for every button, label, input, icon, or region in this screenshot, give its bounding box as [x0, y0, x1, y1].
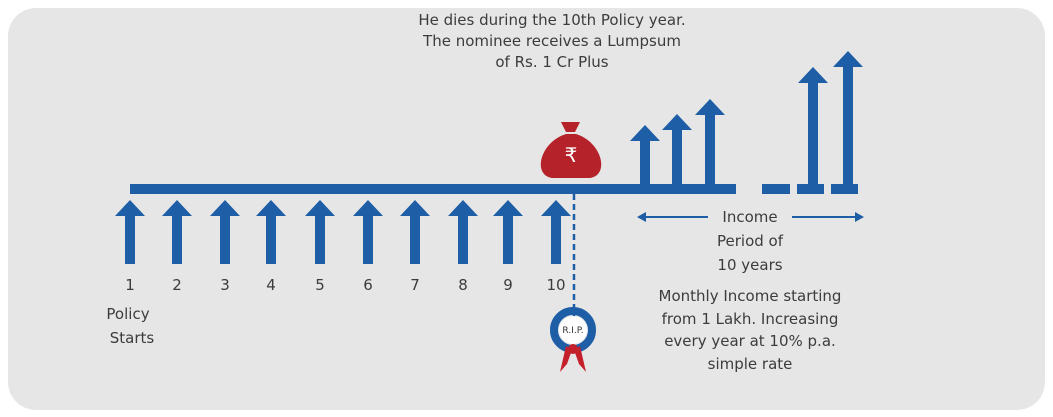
year-label: 3	[220, 276, 230, 294]
premium-arrow	[305, 200, 335, 264]
premium-arrow	[400, 200, 430, 264]
year-label: 9	[503, 276, 513, 294]
income-arrows	[630, 51, 863, 184]
income-period: 10 years	[717, 256, 782, 274]
annotation-line: He dies during the 10th Policy year.	[418, 11, 685, 29]
annotation-line: of Rs. 1 Cr Plus	[495, 53, 608, 71]
year-labels: 1 2 3 4 5 6 7 8 9 10	[125, 276, 565, 294]
premium-arrow	[210, 200, 240, 264]
income-period: Income	[722, 208, 777, 226]
income-note: every year at 10% p.a.	[664, 332, 836, 350]
year-label: 1	[125, 276, 135, 294]
year-label: 10	[546, 276, 565, 294]
year-label: 2	[172, 276, 182, 294]
panel	[8, 8, 1045, 410]
premium-arrows	[115, 200, 571, 264]
year-label: 7	[410, 276, 420, 294]
annotation-line: The nominee receives a Lumpsum	[422, 32, 681, 50]
income-span	[637, 212, 864, 222]
money-bag: ₹	[540, 122, 602, 178]
income-note: Monthly Income starting	[659, 287, 842, 305]
year-label: 4	[266, 276, 276, 294]
year-label: 8	[458, 276, 468, 294]
income-note: simple rate	[708, 355, 793, 373]
timeline	[130, 184, 858, 194]
wreath-label: R.I.P.	[562, 326, 583, 336]
premium-arrow	[256, 200, 286, 264]
premium-arrow	[353, 200, 383, 264]
income-period: Period of	[717, 232, 784, 250]
premium-arrow	[448, 200, 478, 264]
income-note: from 1 Lakh. Increasing	[662, 310, 839, 328]
premium-arrow	[115, 200, 145, 264]
year-label: 6	[363, 276, 373, 294]
start-label: Policy	[106, 305, 149, 323]
premium-arrow	[162, 200, 192, 264]
wreath: R.I.P.	[550, 307, 596, 372]
premium-arrow	[541, 200, 571, 264]
year-label: 5	[315, 276, 325, 294]
premium-arrow	[493, 200, 523, 264]
bag-symbol: ₹	[565, 143, 578, 167]
start-label: Starts	[110, 329, 155, 347]
